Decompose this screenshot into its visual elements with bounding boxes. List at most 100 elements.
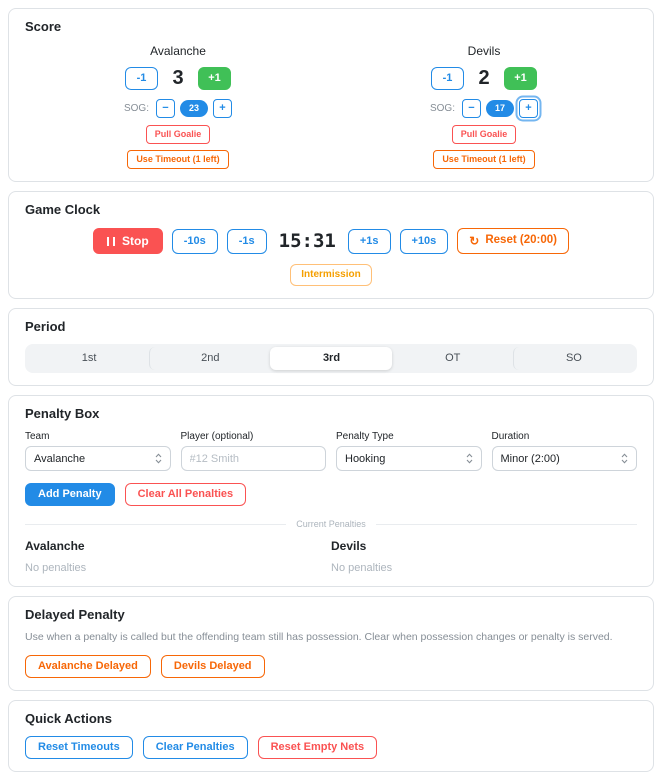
stop-label: Stop xyxy=(122,234,149,248)
sog-plus-button[interactable]: + xyxy=(213,99,233,118)
team-panel-avalanche: Avalanche -1 3 +1 SOG: − 23 + Pull Goali… xyxy=(25,44,331,169)
period-card: Period 1st 2nd 3rd OT SO xyxy=(8,308,654,386)
minus-1s-button[interactable]: -1s xyxy=(226,228,267,254)
game-clock-card: Game Clock Stop -10s -1s 15:31 +1s +10s … xyxy=(8,191,654,299)
teams-row: Avalanche -1 3 +1 SOG: − 23 + Pull Goali… xyxy=(25,44,637,169)
score-plus-button[interactable]: +1 xyxy=(198,67,231,90)
duration-select[interactable]: Minor (2:00) xyxy=(491,446,637,471)
period-option-3rd[interactable]: 3rd xyxy=(270,347,392,370)
refresh-icon: ↻ xyxy=(469,234,480,248)
score-minus-button[interactable]: -1 xyxy=(125,67,158,90)
quick-actions-buttons: Reset Timeouts Clear Penalties Reset Emp… xyxy=(25,735,637,759)
sog-minus-button[interactable]: − xyxy=(156,99,175,118)
minus-10s-button[interactable]: -10s xyxy=(171,228,218,254)
player-input[interactable] xyxy=(189,452,317,465)
delayed-penalty-description: Use when a penalty is called but the off… xyxy=(25,631,613,643)
chevron-up-down-icon xyxy=(155,453,162,464)
delayed-penalty-buttons: Avalanche Delayed Devils Delayed xyxy=(25,654,637,678)
score-value: 3 xyxy=(172,67,184,89)
score-controls: -1 3 +1 xyxy=(125,67,231,90)
score-value: 2 xyxy=(478,67,490,89)
team-name: Avalanche xyxy=(150,44,206,58)
duration-field: Duration Minor (2:00) xyxy=(491,431,637,471)
penalties-team-name: Avalanche xyxy=(25,539,85,553)
delayed-penalty-title: Delayed Penalty xyxy=(25,607,125,622)
sog-label: SOG: xyxy=(429,103,455,114)
current-penalties-columns: Avalanche No penalties Devils No penalti… xyxy=(25,539,637,574)
period-option-ot[interactable]: OT xyxy=(445,352,461,364)
penalty-box-title: Penalty Box xyxy=(25,406,100,421)
chevron-up-down-icon xyxy=(466,453,473,464)
delayed-penalty-card: Delayed Penalty Use when a penalty is ca… xyxy=(8,596,654,691)
reset-timeouts-button[interactable]: Reset Timeouts xyxy=(25,735,133,759)
reset-label: Reset (20:00) xyxy=(485,234,557,247)
penalties-empty-status: No penalties xyxy=(25,562,87,574)
period-segmented-control: 1st 2nd 3rd OT SO xyxy=(25,344,637,373)
period-option-1st[interactable]: 1st xyxy=(81,352,97,364)
use-timeout-button[interactable]: Use Timeout (1 left) xyxy=(433,150,535,169)
divider-label: Current Penalties xyxy=(296,519,366,529)
score-plus-button[interactable]: +1 xyxy=(504,67,537,90)
penalty-form: Team Avalanche Player (optional) Penalty… xyxy=(25,431,637,471)
pull-goalie-button[interactable]: Pull Goalie xyxy=(145,125,211,144)
penalty-box-card: Penalty Box Team Avalanche Player (optio… xyxy=(8,395,654,587)
sog-controls: SOG: − 23 + xyxy=(25,99,331,118)
score-title: Score xyxy=(25,19,62,34)
penalty-type-select-value: Hooking xyxy=(345,452,386,465)
period-option-2nd[interactable]: 2nd xyxy=(149,347,270,370)
game-clock-title: Game Clock xyxy=(25,202,101,217)
player-field-label: Player (optional) xyxy=(180,431,254,442)
current-penalties-divider: Current Penalties xyxy=(25,519,638,529)
quick-actions-title: Quick Actions xyxy=(25,710,112,726)
score-card: Score Avalanche -1 3 +1 SOG: − 23 + Pull… xyxy=(8,8,654,182)
team-field-label: Team xyxy=(25,431,50,442)
intermission-button[interactable]: Intermission xyxy=(290,264,372,286)
use-timeout-button[interactable]: Use Timeout (1 left) xyxy=(127,150,229,169)
team-panel-devils: Devils -1 2 +1 SOG: − 17 + Pull Goalie U… xyxy=(331,44,637,169)
reset-empty-nets-button[interactable]: Reset Empty Nets xyxy=(257,735,378,759)
sog-label: SOG: xyxy=(123,103,149,114)
score-minus-button[interactable]: -1 xyxy=(431,67,464,90)
clock-controls: Stop -10s -1s 15:31 +1s +10s ↻ Reset (20… xyxy=(25,228,637,254)
sog-count-badge: 23 xyxy=(180,100,209,117)
team-name: Devils xyxy=(467,44,501,58)
team-select-value: Avalanche xyxy=(34,452,86,465)
divider-line xyxy=(375,523,638,525)
clock-time: 15:31 xyxy=(278,230,336,252)
avalanche-delayed-button[interactable]: Avalanche Delayed xyxy=(25,654,151,678)
penalty-type-select[interactable]: Hooking xyxy=(336,446,482,471)
plus-10s-button[interactable]: +10s xyxy=(399,228,449,254)
pull-goalie-button[interactable]: Pull Goalie xyxy=(451,125,517,144)
player-field: Player (optional) xyxy=(180,431,326,471)
score-controls: -1 2 +1 xyxy=(431,67,537,90)
penalty-type-field-label: Penalty Type xyxy=(336,431,394,442)
team-select[interactable]: Avalanche xyxy=(25,446,171,471)
clear-penalties-button[interactable]: Clear Penalties xyxy=(142,735,248,759)
stop-clock-button[interactable]: Stop xyxy=(93,228,163,254)
duration-select-value: Minor (2:00) xyxy=(500,452,560,465)
penalties-column-devils: Devils No penalties xyxy=(331,539,637,574)
pause-icon xyxy=(107,236,116,246)
penalties-empty-status: No penalties xyxy=(331,562,393,574)
devils-delayed-button[interactable]: Devils Delayed xyxy=(160,654,265,678)
clear-all-penalties-button[interactable]: Clear All Penalties xyxy=(124,483,247,506)
penalty-actions: Add Penalty Clear All Penalties xyxy=(25,483,637,506)
sog-plus-button[interactable]: + xyxy=(519,99,539,118)
sog-count-badge: 17 xyxy=(486,100,515,117)
period-option-so[interactable]: SO xyxy=(512,347,634,370)
add-penalty-button[interactable]: Add Penalty xyxy=(25,483,115,506)
penalties-team-name: Devils xyxy=(331,539,367,553)
period-title: Period xyxy=(25,319,66,334)
sog-minus-button[interactable]: − xyxy=(462,99,481,118)
duration-field-label: Duration xyxy=(491,431,530,442)
penalties-column-avalanche: Avalanche No penalties xyxy=(25,539,331,574)
team-field: Team Avalanche xyxy=(25,431,171,471)
penalty-type-field: Penalty Type Hooking xyxy=(336,431,482,471)
sog-controls: SOG: − 17 + xyxy=(331,99,637,118)
quick-actions-card: Quick Actions Reset Timeouts Clear Penal… xyxy=(8,699,654,772)
reset-clock-button[interactable]: ↻ Reset (20:00) xyxy=(457,228,569,254)
plus-1s-button[interactable]: +1s xyxy=(347,228,391,254)
intermission-row: Intermission xyxy=(25,264,637,286)
divider-line xyxy=(25,523,287,525)
